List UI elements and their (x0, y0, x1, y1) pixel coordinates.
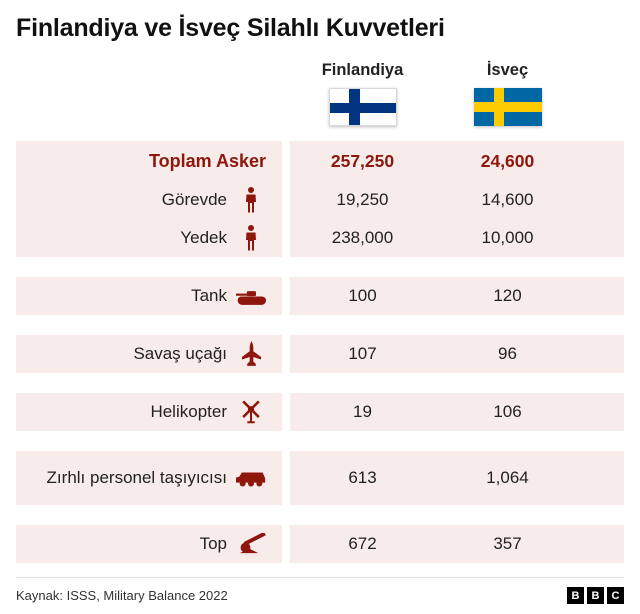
sweden-value: 14,600 (481, 190, 534, 209)
table-row-fighter: Savaş uçağı 107 96 (16, 335, 624, 373)
row-label: Helikopter (150, 402, 227, 422)
row-label-cell: Tank (16, 277, 282, 315)
finland-value: 100 (348, 286, 377, 305)
finland-value: 613 (348, 468, 377, 487)
row-label-cell: Savaş uçağı (16, 335, 282, 373)
row-label: Zırhlı personel taşıyıcısı (46, 468, 227, 488)
finland-value: 19,250 (336, 190, 389, 209)
finland-value: 672 (348, 534, 377, 553)
soldier-icon (236, 225, 266, 251)
artillery-icon (236, 533, 266, 555)
sweden-value: 357 (493, 534, 522, 553)
row-label-cell: Zırhlı personel taşıyıcısı (16, 451, 282, 505)
column-divider (282, 219, 290, 257)
soldier-icon (236, 187, 266, 213)
table-row-helicopter: Helikopter 19 106 (16, 393, 624, 431)
row-label: Toplam Asker (148, 150, 266, 171)
header-spacer (16, 61, 290, 133)
finland-flag-icon (328, 88, 397, 126)
row-values-cell: 107 96 (290, 335, 624, 373)
row-label-cell: Top (16, 525, 282, 563)
comparison-table: Toplam Asker 257,250 24,600 Görevde 19, (16, 141, 624, 563)
fighter-jet-icon (236, 341, 266, 367)
apc-icon (236, 469, 266, 488)
finland-column-label: Finlandiya (321, 61, 404, 79)
column-header-sweden: İsveç (435, 61, 580, 133)
row-values-cell: 672 357 (290, 525, 624, 563)
column-header-finland: Finlandiya (290, 61, 435, 133)
page-title: Finlandiya ve İsveç Silahlı Kuvvetleri (16, 14, 445, 42)
row-label: Görevde (161, 190, 227, 210)
sweden-flag-cross-horizontal (473, 102, 542, 112)
column-divider (282, 277, 290, 315)
bbc-logo: B B C (567, 587, 624, 604)
sweden-value: 120 (493, 286, 522, 305)
footer: Kaynak: ISSS, Military Balance 2022 B B … (16, 577, 624, 604)
sweden-value: 106 (493, 402, 522, 421)
finland-value: 257,250 (330, 150, 395, 171)
sweden-column-label: İsveç (486, 61, 529, 79)
tank-icon (236, 287, 266, 306)
sweden-value: 10,000 (481, 228, 534, 247)
row-label-cell: Yedek (16, 219, 282, 257)
sweden-value: 24,600 (480, 150, 535, 171)
table-row-tank: Tank 100 120 (16, 277, 624, 315)
source-text: Kaynak: ISSS, Military Balance 2022 (16, 588, 228, 603)
table-group-artillery: Top 672 357 (16, 525, 624, 563)
table-group-fighter: Savaş uçağı 107 96 (16, 335, 624, 373)
row-values-cell: 19 106 (290, 393, 624, 431)
table-group-tank: Tank 100 120 (16, 277, 624, 315)
row-label: Savaş uçağı (133, 344, 227, 364)
table-group-apc: Zırhlı personel taşıyıcısı 613 1,064 (16, 451, 624, 505)
table-row-total: Toplam Asker 257,250 24,600 (16, 141, 624, 181)
bbc-logo-block-b1: B (567, 587, 584, 604)
row-label: Yedek (180, 228, 227, 248)
column-divider (282, 451, 290, 505)
finland-flag-cross-horizontal (329, 103, 396, 113)
column-divider (282, 525, 290, 563)
table-row-reserve: Yedek 238,000 10,000 (16, 219, 624, 257)
sweden-value: 1,064 (486, 468, 529, 487)
column-divider (282, 335, 290, 373)
column-divider (282, 181, 290, 219)
finland-value: 107 (348, 344, 377, 363)
column-headers: Finlandiya İsveç (16, 61, 624, 133)
table-row-active: Görevde 19,250 14,600 (16, 181, 624, 219)
table-group-helicopter: Helikopter 19 106 (16, 393, 624, 431)
bbc-logo-block-b2: B (587, 587, 604, 604)
finland-value: 19 (353, 402, 372, 421)
row-values-cell: 257,250 24,600 (290, 141, 624, 181)
row-values-cell: 238,000 10,000 (290, 219, 624, 257)
sweden-flag-icon (473, 88, 542, 126)
bbc-logo-block-c: C (607, 587, 624, 604)
finland-value: 238,000 (331, 228, 394, 247)
row-label-cell: Helikopter (16, 393, 282, 431)
row-label: Tank (191, 286, 227, 306)
column-divider (282, 393, 290, 431)
row-label-cell: Görevde (16, 181, 282, 219)
row-label-cell: Toplam Asker (16, 141, 282, 181)
table-group-personnel: Toplam Asker 257,250 24,600 Görevde 19, (16, 141, 624, 257)
row-values-cell: 100 120 (290, 277, 624, 315)
table-row-apc: Zırhlı personel taşıyıcısı 613 1,064 (16, 451, 624, 505)
sweden-value: 96 (498, 344, 517, 363)
helicopter-icon (236, 399, 266, 425)
row-values-cell: 19,250 14,600 (290, 181, 624, 219)
column-divider (282, 141, 290, 181)
row-label: Top (199, 534, 227, 554)
row-values-cell: 613 1,064 (290, 451, 624, 505)
table-row-artillery: Top 672 357 (16, 525, 624, 563)
